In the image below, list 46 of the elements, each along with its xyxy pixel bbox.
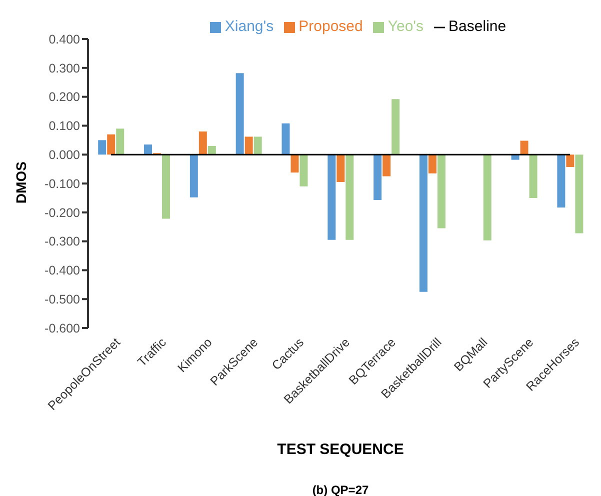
y-tick-label: 0.100	[48, 119, 80, 134]
bar	[107, 134, 116, 155]
x-axis-title: TEST SEQUENCE	[276, 441, 405, 458]
y-tick-label: 0.200	[48, 90, 80, 104]
bar	[557, 154, 566, 208]
bar	[254, 136, 262, 155]
bar	[116, 128, 124, 155]
bar	[529, 154, 538, 198]
bar	[483, 154, 492, 240]
y-tick-label: 0.000	[48, 148, 80, 162]
y-tick-label: -0.400	[44, 264, 80, 278]
bar	[346, 154, 354, 240]
y-tick-label: -0.300	[44, 234, 80, 249]
bar	[290, 154, 299, 173]
legend-label: Xiang's	[224, 18, 274, 35]
y-tick-label: 0.300	[48, 61, 80, 76]
bar	[198, 131, 207, 155]
bar	[236, 73, 244, 155]
y-tick-label: -0.500	[44, 292, 80, 307]
bar	[437, 154, 446, 228]
bar	[336, 154, 345, 182]
y-axis-title: DMOS	[12, 162, 29, 204]
y-tick-label: 0.400	[48, 32, 80, 46]
bar	[374, 154, 382, 200]
bar	[282, 123, 290, 155]
bar	[144, 144, 152, 155]
bar	[300, 154, 308, 186]
bar	[328, 154, 336, 240]
bar	[98, 140, 106, 155]
legend-label: Yeo's	[388, 18, 424, 35]
bar	[566, 154, 574, 168]
bar	[575, 154, 584, 234]
legend-label: Baseline	[448, 18, 506, 35]
bar	[190, 154, 198, 198]
bar	[428, 154, 436, 174]
bar	[382, 154, 391, 176]
bar	[162, 154, 170, 219]
bar	[520, 140, 528, 155]
bar	[392, 99, 400, 155]
y-tick-label: -0.100	[44, 176, 80, 191]
legend-label: Proposed	[298, 18, 363, 35]
y-tick-label: -0.600	[44, 321, 80, 336]
bar	[419, 154, 428, 292]
bar	[208, 146, 216, 155]
bar	[244, 136, 253, 155]
y-tick-label: -0.200	[44, 206, 80, 220]
